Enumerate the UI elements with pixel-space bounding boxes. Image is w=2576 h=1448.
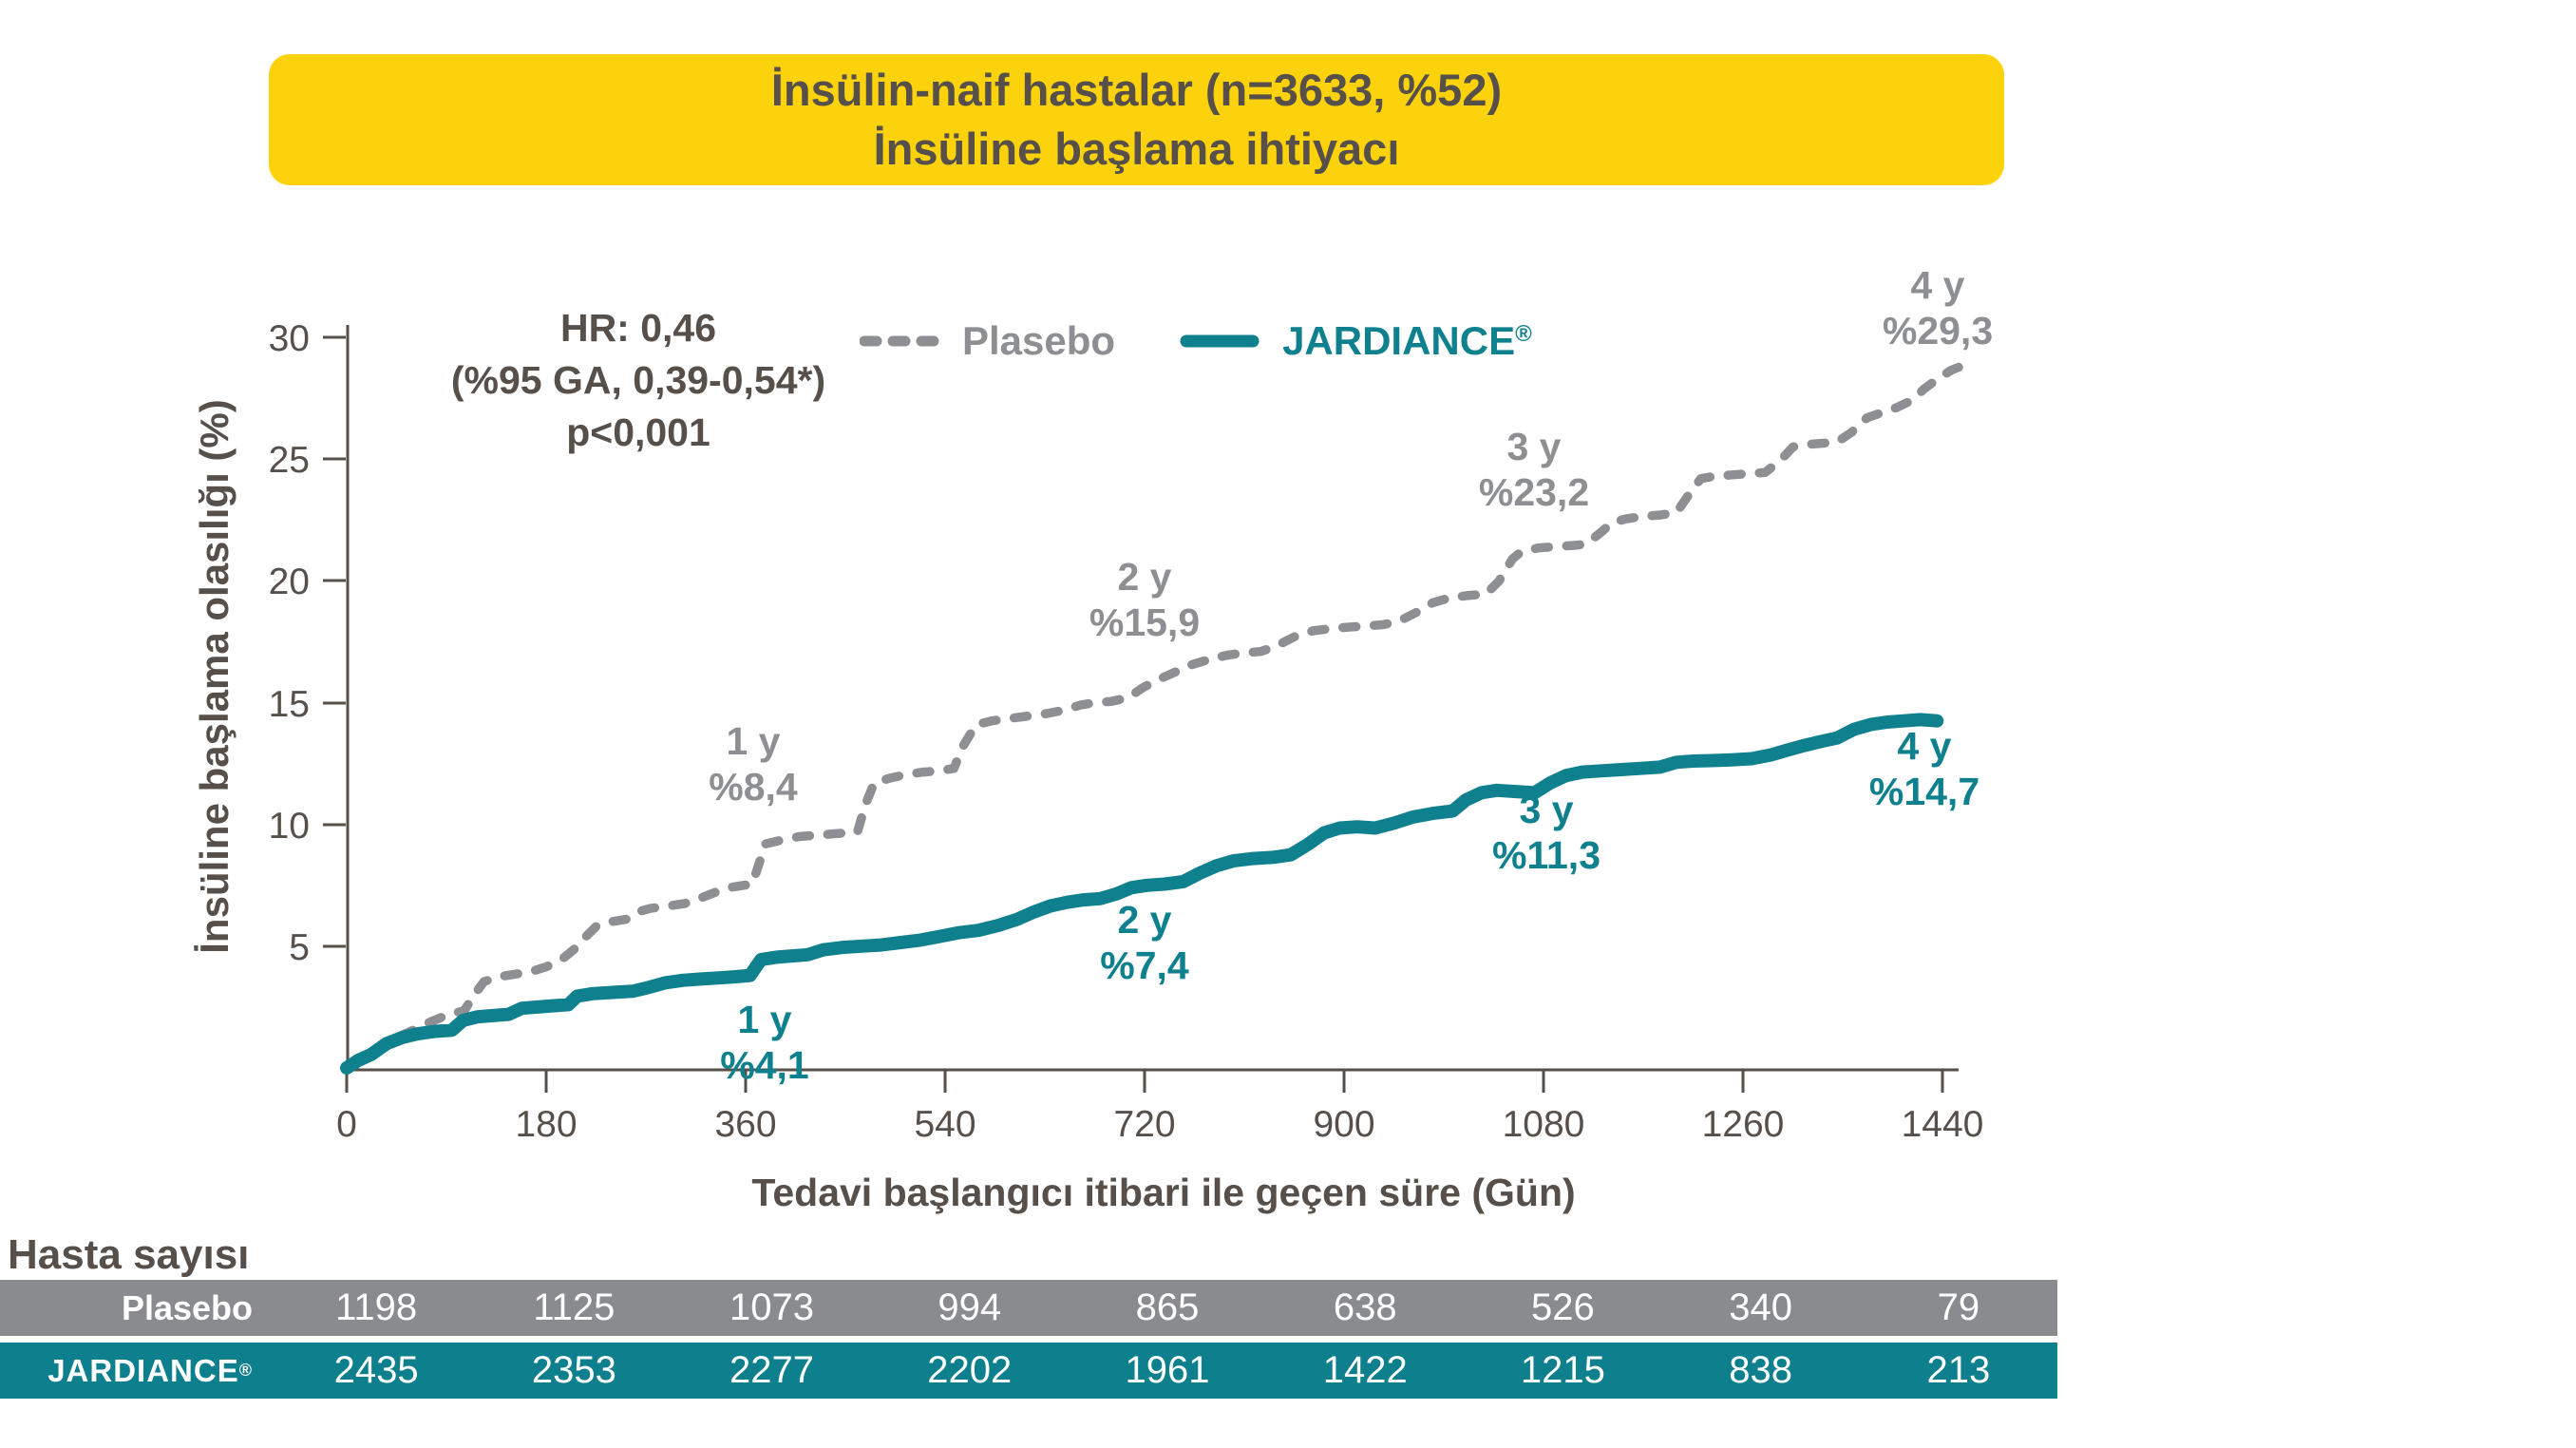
x-axis-title: Tedavi başlangıcı itibari ile geçen süre… bbox=[751, 1171, 1576, 1214]
curve-jardiance bbox=[340, 713, 1944, 1075]
hr-value: HR: 0,46 bbox=[559, 306, 717, 350]
risk-count: 1961 bbox=[1125, 1349, 1210, 1391]
risk-count: 638 bbox=[1333, 1286, 1397, 1328]
title-banner: İnsülin-naif hastalar (n=3633, %52) İnsü… bbox=[269, 54, 2004, 185]
annotation-value: %23,2 bbox=[1478, 470, 1590, 514]
annotation-jardiance-2y: 2 y %7,4 bbox=[1100, 897, 1188, 988]
annotation-jardiance-3y: 3 y %11,3 bbox=[1492, 787, 1601, 878]
risk-table-title: Hasta sayısı bbox=[8, 1231, 250, 1278]
annotation-time: 1 y bbox=[726, 719, 781, 763]
annotation-value: %14,7 bbox=[1868, 770, 1980, 813]
risk-count: 994 bbox=[938, 1286, 1002, 1328]
x-tick-label: 1260 bbox=[1702, 1104, 1785, 1145]
annotation-time: 3 y bbox=[1519, 788, 1574, 831]
annotation-plasebo-4y: 4 y %29,3 bbox=[1883, 262, 1993, 353]
x-tick-label: 540 bbox=[914, 1104, 975, 1145]
y-tick-label: 15 bbox=[269, 684, 310, 725]
y-tick-label: 10 bbox=[269, 806, 310, 847]
risk-count: 340 bbox=[1729, 1286, 1793, 1328]
risk-count: 213 bbox=[1926, 1349, 1991, 1391]
annotation-value: %8,4 bbox=[709, 765, 798, 809]
risk-count: 1422 bbox=[1322, 1349, 1408, 1391]
annotation-plasebo-1y: 1 y %8,4 bbox=[709, 718, 797, 810]
legend-label-jardiance-text: JARDIANCE bbox=[1282, 318, 1516, 363]
annotation-jardiance-1y: 1 y %4,1 bbox=[720, 997, 808, 1088]
solid-line-swatch bbox=[1180, 334, 1260, 348]
y-tick-label: 25 bbox=[269, 440, 310, 481]
annotation-value: %15,9 bbox=[1089, 600, 1201, 644]
tick-labels: 5 10 15 20 25 30 0 180 360 540 720 900 1… bbox=[269, 318, 1984, 1145]
y-tick-label: 5 bbox=[289, 927, 310, 968]
annotation-value: %7,4 bbox=[1100, 943, 1189, 987]
dashed-line-swatch bbox=[860, 335, 939, 347]
x-tick-label: 1440 bbox=[1902, 1104, 1984, 1145]
x-tick-label: 0 bbox=[336, 1104, 357, 1145]
risk-count: 2435 bbox=[333, 1349, 419, 1391]
legend-item-plasebo: Plasebo bbox=[860, 318, 1115, 364]
risk-count: 1125 bbox=[533, 1286, 616, 1328]
annotation-value: %4,1 bbox=[720, 1043, 809, 1087]
risk-count: 526 bbox=[1531, 1286, 1595, 1328]
x-tick-label: 720 bbox=[1113, 1104, 1175, 1145]
risk-count: 1073 bbox=[729, 1286, 815, 1328]
x-tick-label: 1080 bbox=[1503, 1104, 1585, 1145]
x-tick-label: 180 bbox=[515, 1104, 577, 1145]
risk-count: 2277 bbox=[729, 1349, 815, 1391]
curves bbox=[340, 362, 1965, 1075]
annotation-jardiance-4y: 4 y %14,7 bbox=[1869, 723, 1979, 814]
banner-line-1: İnsülin-naif hastalar (n=3633, %52) bbox=[770, 65, 1503, 115]
axes bbox=[323, 325, 1959, 1093]
curve-plasebo bbox=[342, 362, 1965, 1073]
hr-stats: HR: 0,46 (%95 GA, 0,39-0,54*) p<0,001 bbox=[451, 302, 825, 459]
annotation-time: 4 y bbox=[1897, 724, 1952, 768]
y-tick-label: 20 bbox=[269, 562, 310, 602]
x-tick-label: 900 bbox=[1313, 1104, 1374, 1145]
annotation-value: %11,3 bbox=[1492, 833, 1601, 877]
annotation-time: 3 y bbox=[1506, 425, 1562, 468]
legend-label-jardiance: JARDIANCE® bbox=[1282, 318, 1532, 364]
banner-line-2: İnsüline başlama ihtiyacı bbox=[873, 124, 1400, 174]
y-tick-label: 30 bbox=[269, 318, 310, 359]
annotation-plasebo-3y: 3 y %23,2 bbox=[1479, 424, 1589, 515]
risk-count: 1198 bbox=[335, 1286, 418, 1328]
p-value: p<0,001 bbox=[566, 410, 710, 454]
risk-count: 865 bbox=[1135, 1286, 1200, 1328]
annotation-plasebo-2y: 2 y %15,9 bbox=[1089, 554, 1200, 645]
y-axis-title: İnsüline başlama olasılığı (%) bbox=[192, 399, 237, 954]
annotation-time: 4 y bbox=[1910, 263, 1965, 307]
annotation-time: 1 y bbox=[737, 998, 792, 1041]
risk-count: 79 bbox=[1937, 1286, 1980, 1328]
risk-count: 2353 bbox=[531, 1349, 616, 1391]
row-label-plasebo: Plasebo bbox=[121, 1287, 253, 1327]
risk-table-row-jardiance: JARDIANCE ® 2435 2353 2277 2202 1961 1422… bbox=[0, 1343, 2057, 1399]
risk-count: 2202 bbox=[927, 1349, 1013, 1391]
registered-mark: ® bbox=[1515, 321, 1532, 347]
hr-confidence-interval: (%95 GA, 0,39-0,54*) bbox=[450, 358, 826, 402]
annotation-value: %29,3 bbox=[1882, 309, 1994, 352]
legend-label-plasebo: Plasebo bbox=[962, 318, 1116, 363]
registered-mark: ® bbox=[238, 1361, 253, 1380]
row-label-jardiance-text: JARDIANCE bbox=[47, 1352, 239, 1388]
risk-table-row-plasebo: Plasebo 1198 1125 1073 994 865 638 526 3… bbox=[0, 1280, 2057, 1336]
x-tick-label: 360 bbox=[714, 1104, 776, 1145]
annotation-time: 2 y bbox=[1117, 555, 1172, 599]
risk-count: 838 bbox=[1729, 1349, 1793, 1391]
annotation-time: 2 y bbox=[1117, 898, 1172, 942]
row-label-jardiance: JARDIANCE ® bbox=[0, 1353, 277, 1389]
legend: Plasebo JARDIANCE® bbox=[860, 314, 1532, 369]
legend-item-jardiance: JARDIANCE® bbox=[1180, 318, 1532, 364]
risk-count: 1215 bbox=[1520, 1349, 1605, 1391]
